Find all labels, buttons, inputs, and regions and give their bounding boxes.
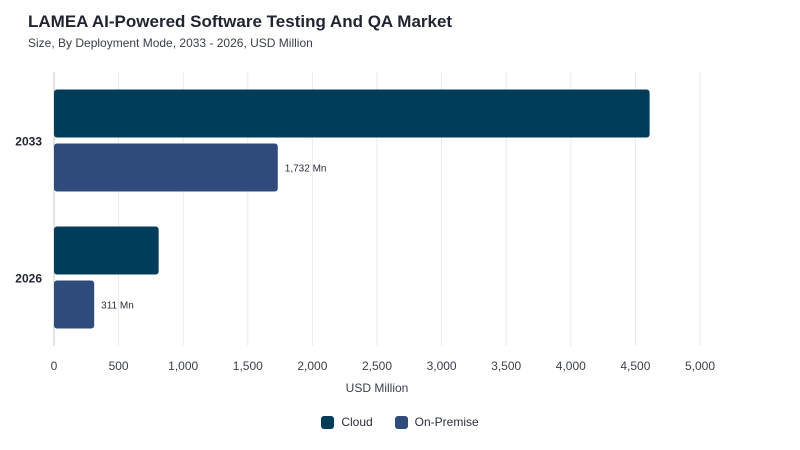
legend-label-on-premise: On-Premise [414, 415, 479, 429]
x-tick-label-500: 500 [109, 359, 129, 373]
legend-swatch-cloud [321, 415, 335, 429]
legend: Cloud On-Premise [0, 415, 800, 429]
bar-chart: 1,732 Mn 2033 311 Mn 2026 0 500 1,000 1,500 2,00… [15, 72, 715, 395]
x-tick-label-0: 0 [51, 359, 58, 373]
bar-2033-on-premise [54, 143, 278, 192]
x-tick-label-1000: 1,000 [168, 359, 198, 373]
chart-title: LAMEA AI-Powered Software Testing And QA… [28, 12, 453, 31]
category-label-2026: 2026 [15, 272, 42, 286]
legend-label-cloud: Cloud [341, 415, 373, 429]
x-tick-label-3000: 3,000 [427, 359, 457, 373]
legend-item-cloud[interactable]: Cloud [321, 415, 373, 429]
legend-swatch-on-premise [394, 415, 408, 429]
bar-2033-cloud [54, 89, 650, 138]
category-label-2033: 2033 [15, 135, 42, 149]
x-tick-label-2000: 2,000 [297, 359, 327, 373]
x-tick-label-5000: 5,000 [685, 359, 715, 373]
bar-2026-on-premise [54, 280, 95, 329]
x-tick-label-3500: 3,500 [491, 359, 521, 373]
x-axis-title: USD Million [346, 381, 409, 395]
bar-2026-cloud [54, 226, 159, 275]
x-tick-label-1500: 1,500 [233, 359, 263, 373]
chart-subtitle: Size, By Deployment Mode, 2033 - 2026, U… [28, 36, 313, 50]
legend-item-on-premise[interactable]: On-Premise [394, 415, 479, 429]
x-tick-label-2500: 2,500 [362, 359, 392, 373]
x-tick-label-4000: 4,000 [556, 359, 586, 373]
data-label-2033-on-premise: 1,732 Mn [285, 164, 327, 175]
data-label-2026-on-premise: 311 Mn [101, 301, 134, 312]
x-tick-label-4500: 4,500 [620, 359, 650, 373]
